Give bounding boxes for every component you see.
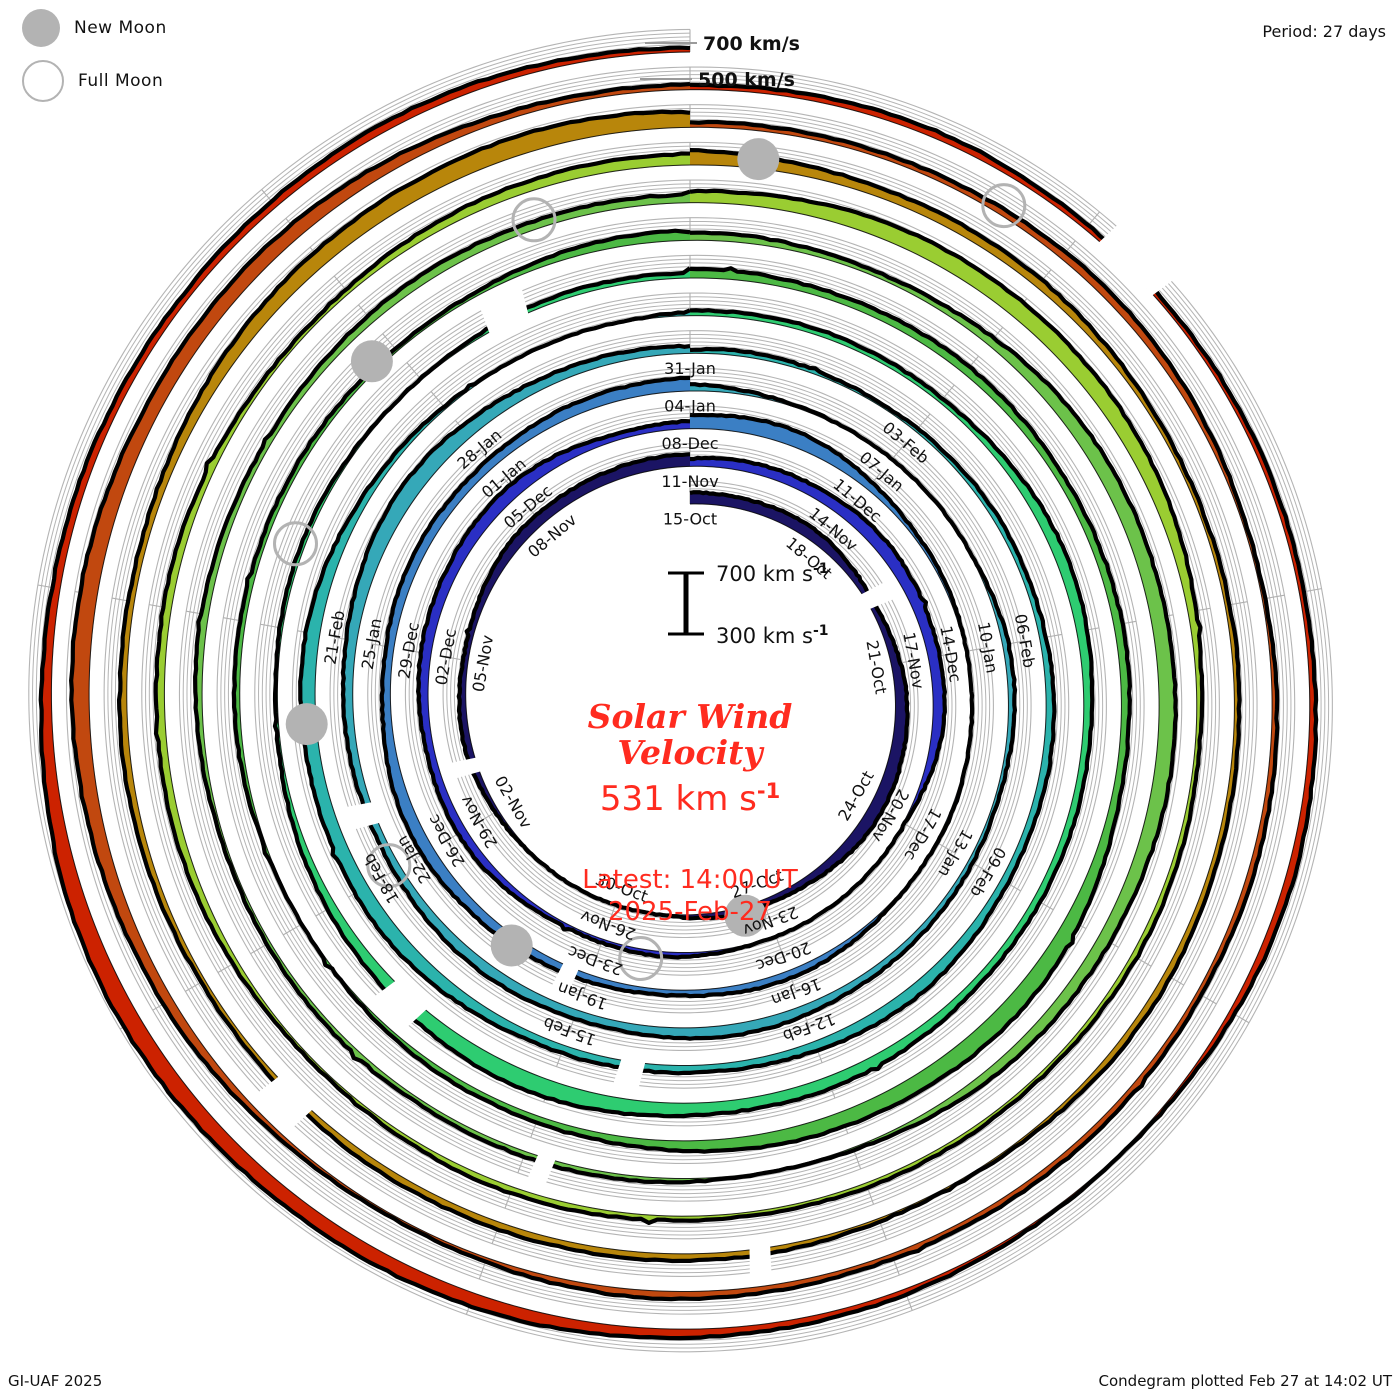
date-tick-label: 06-Feb	[1011, 612, 1039, 669]
date-tick-label: 05-Nov	[469, 634, 498, 694]
date-tick-label: 10-Jan	[974, 620, 1002, 674]
date-tick-label: 15-Oct	[663, 510, 717, 529]
date-tick-label: 04-Jan	[664, 397, 716, 416]
date-tick-label: 11-Nov	[661, 472, 718, 491]
full-moon-marker	[618, 936, 664, 981]
legend-item-new-moon: New Moon	[22, 9, 167, 47]
legend-label-new-moon: New Moon	[74, 18, 167, 38]
spiral-data-rings	[38, 45, 1319, 1341]
moon-phase-markers	[273, 138, 1027, 981]
full-moon-icon	[22, 60, 64, 102]
gridline-label-500: 500 km/s	[698, 69, 795, 91]
legend-item-full-moon: Full Moon	[22, 60, 163, 102]
gridline-value-labels: 700 km/s 500 km/s	[640, 33, 800, 91]
center-latest-date: 2025-Feb-27	[608, 897, 772, 927]
date-tick-label: 08-Dec	[661, 434, 718, 453]
new-moon-marker	[285, 703, 328, 746]
date-tick-label: 17-Dec	[900, 805, 945, 864]
full-moon-marker	[981, 183, 1027, 229]
full-moon-marker	[273, 521, 318, 567]
center-velocity-value: 531 km s-1	[600, 779, 780, 819]
scale-bar: 700 km s-1 300 km s-1	[668, 561, 829, 648]
center-readout: Solar Wind Velocity 531 km s-1 Latest: 1…	[582, 697, 798, 927]
scalebar-label-bottom: 300 km s-1	[716, 623, 829, 648]
center-title-line1: Solar Wind	[588, 697, 793, 736]
new-moon-marker	[350, 340, 393, 383]
footer-credit: GI-UAF 2025	[8, 1372, 103, 1390]
date-tick-label: 02-Dec	[432, 627, 461, 687]
new-moon-marker	[490, 924, 533, 967]
center-latest-time: Latest: 14:00 UT	[582, 865, 798, 895]
full-moon-marker	[366, 843, 412, 889]
footer-plot-time: Condegram plotted Feb 27 at 14:02 UT	[1098, 1372, 1392, 1390]
full-moon-marker	[511, 197, 557, 243]
legend-label-full-moon: Full Moon	[78, 71, 164, 91]
scalebar-label-top: 700 km s-1	[716, 561, 829, 586]
date-tick-label: 25-Jan	[358, 617, 386, 671]
period-label: Period: 27 days	[1262, 22, 1386, 41]
new-moon-icon	[22, 9, 60, 47]
center-title-line2: Velocity	[617, 733, 765, 772]
new-moon-marker	[737, 138, 780, 181]
moon-phase-legend: New Moon Full Moon	[0, 0, 320, 120]
gridline-label-700: 700 km/s	[703, 33, 800, 55]
date-tick-label: 31-Jan	[664, 359, 716, 378]
new-moon-marker	[724, 894, 767, 937]
